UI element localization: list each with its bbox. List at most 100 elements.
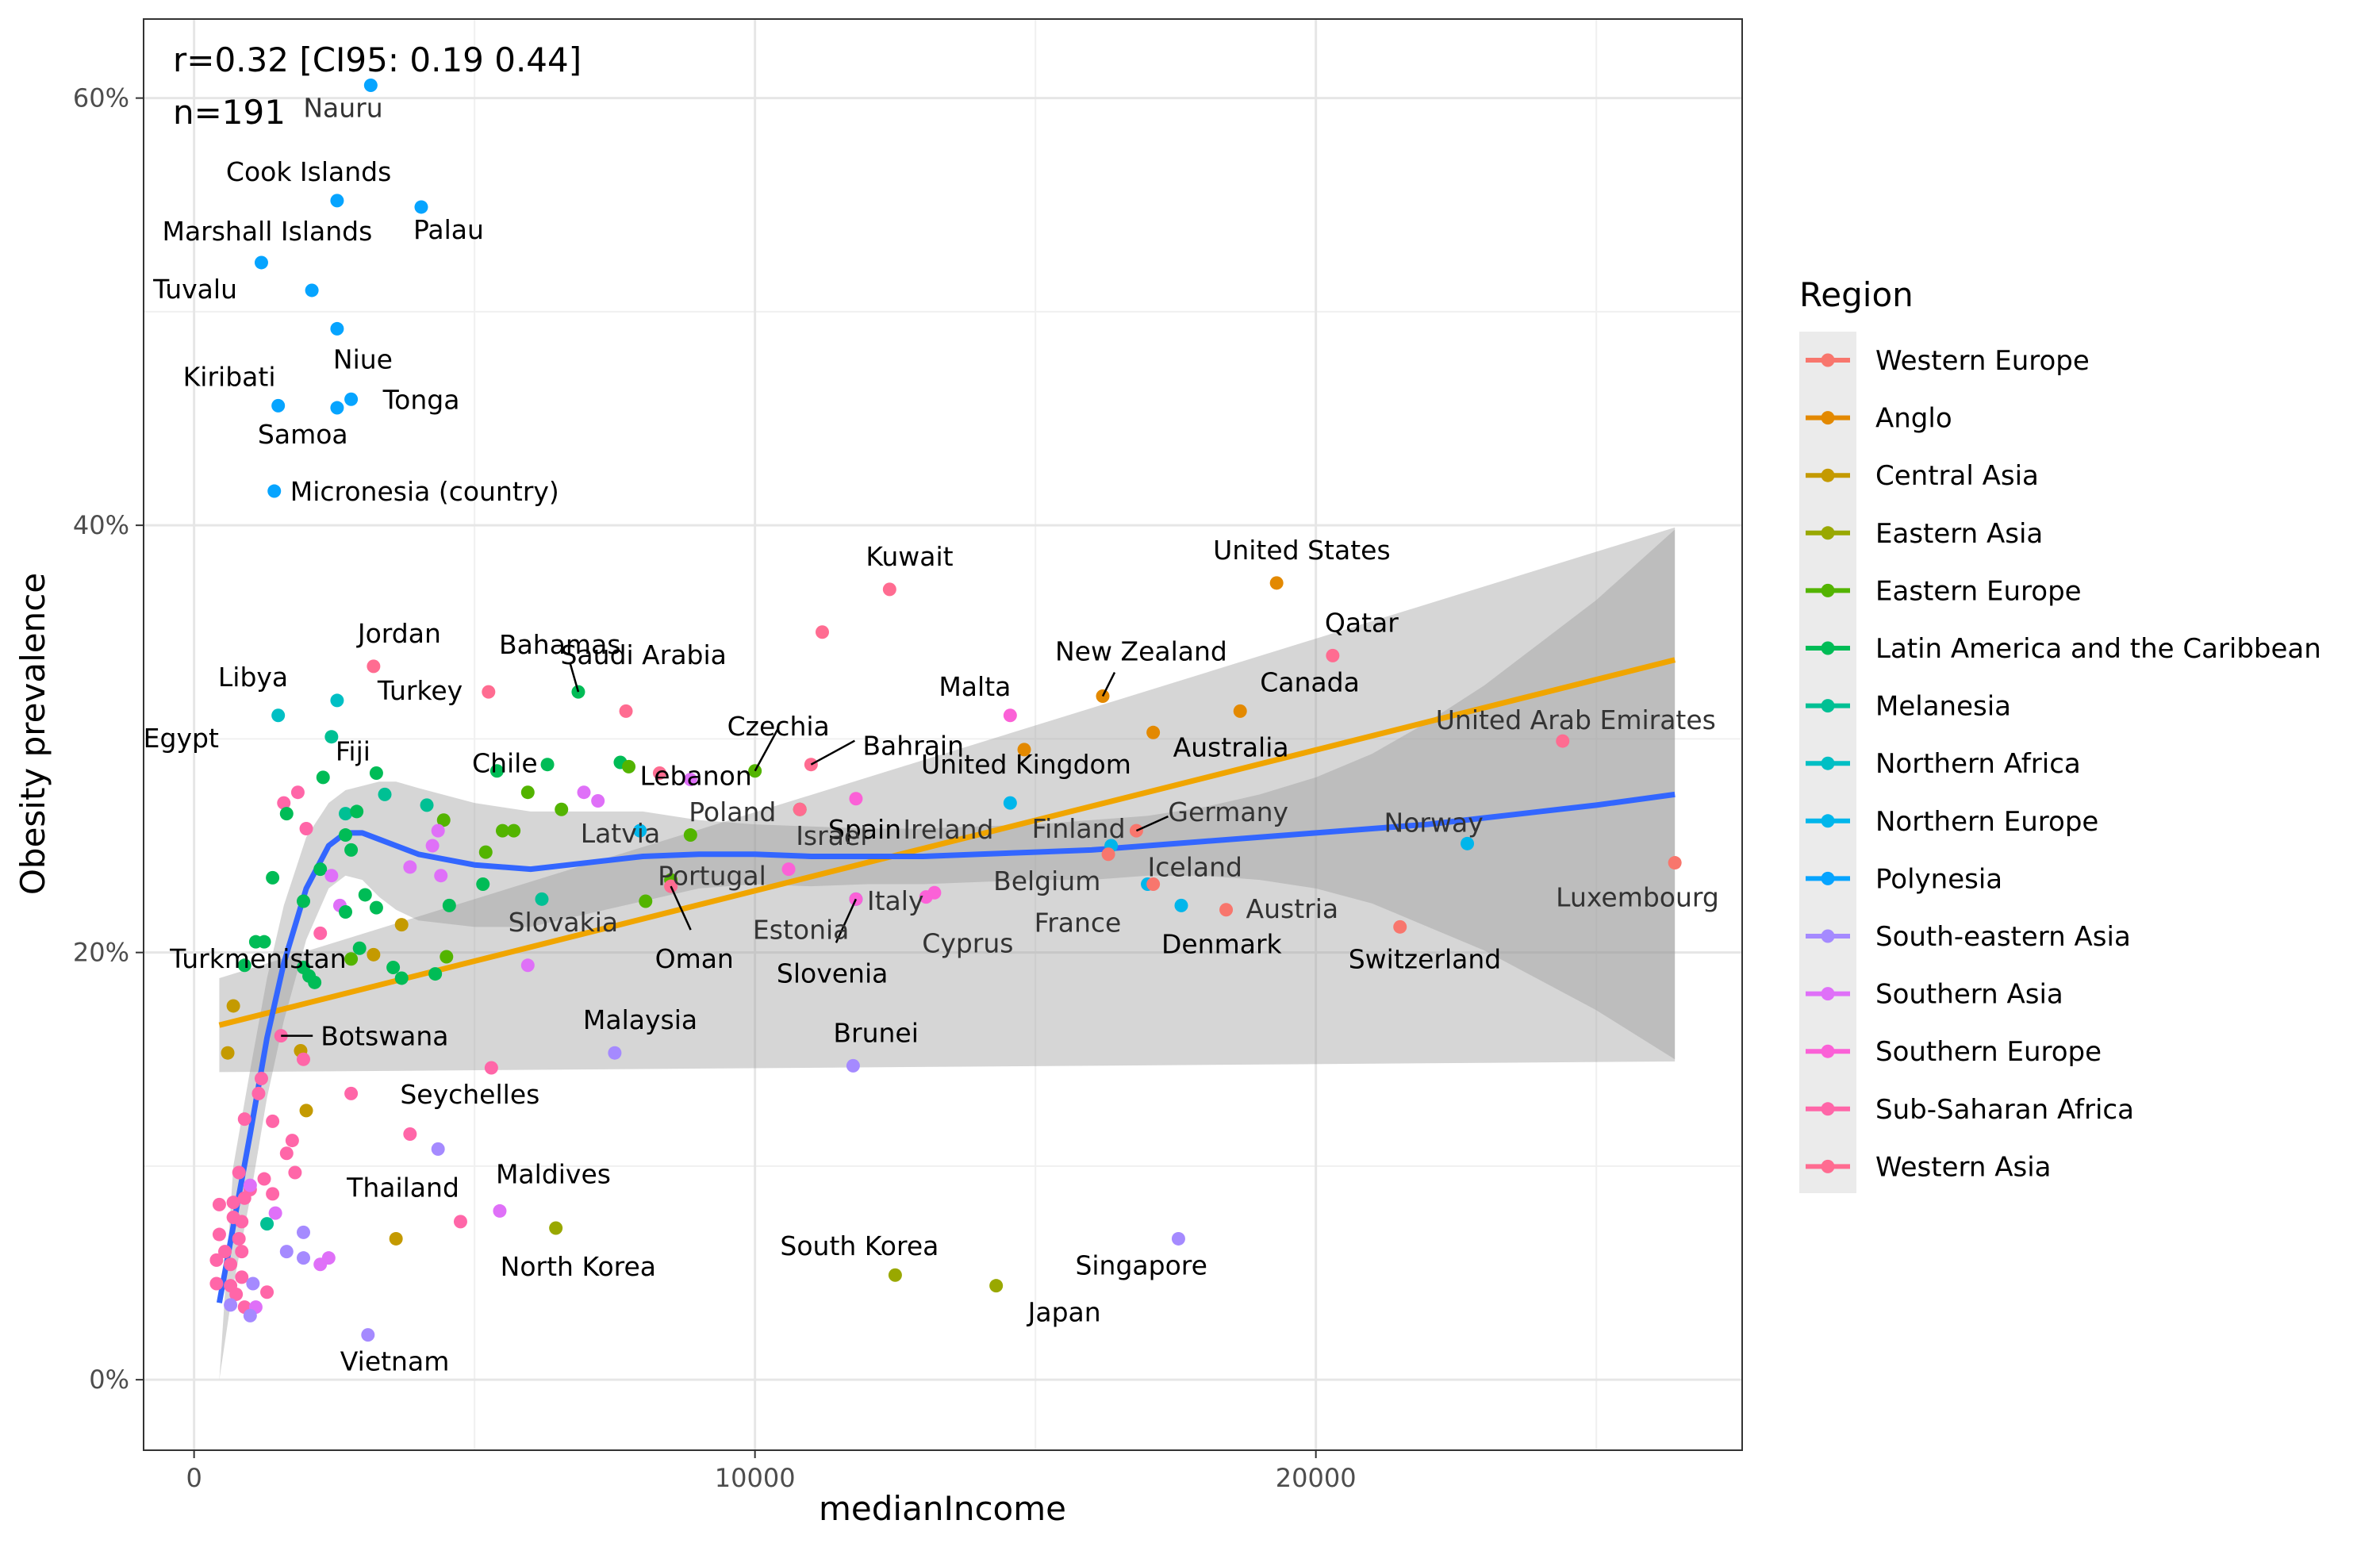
axes: 0 10000 20000 0% 20% 40% 60% [73,83,1357,1493]
data-point [358,888,372,902]
data-point [321,1251,336,1265]
data-point [493,1203,507,1218]
legend-label: Latin America and the Caribbean [1875,633,2321,665]
data-point [330,321,344,336]
data-point [344,843,359,857]
correlation-annotation: r=0.32 [CI95: 0.19 0.44] [173,40,582,79]
data-point [313,926,328,940]
data-point [489,764,504,778]
data-point [434,869,448,883]
data-point [299,821,313,835]
legend-item: Eastern Europe [1806,575,2082,607]
data-point [1146,877,1161,891]
data-point [608,1046,622,1060]
x-axis-title: medianIncome [819,1489,1066,1528]
data-point [279,1245,294,1259]
legend-item: Southern Europe [1806,1036,2102,1068]
legend-item: Anglo [1806,403,1952,435]
data-point [403,860,417,874]
data-point [495,823,509,838]
data-point [453,1215,467,1229]
data-point [279,1146,294,1161]
data-point [386,960,401,974]
data-point [414,200,428,214]
data-point [266,870,280,885]
data-point [352,941,367,955]
data-point [330,401,344,415]
data-point [268,1206,282,1220]
data-point [1269,576,1284,590]
label-leader [1135,816,1169,832]
data-point [440,950,454,964]
point-label: Estonia [753,914,849,945]
point-label: United States [1213,535,1390,566]
point-label: Israel [796,820,867,851]
point-labels: Nauru Cook Islands Palau Marshall Islands Tu… [144,92,1719,1376]
data-point [846,1058,860,1073]
legend-label: Polynesia [1875,863,2002,895]
grid-minor [144,19,1742,1450]
point-label: Tonga [382,384,460,415]
point-label: Turkey [377,675,463,706]
legend-label: Northern Africa [1875,748,2081,780]
point-label: Kiribati [183,361,276,392]
point-label: Latvia [581,818,660,849]
data-point [266,1114,280,1128]
data-point [428,967,443,981]
data-point [235,1245,249,1259]
x-tick-label: 10000 [715,1463,796,1493]
point-label: Cook Islands [226,156,391,187]
point-label: Slovakia [509,907,619,938]
y-tick-label: 0% [89,1365,129,1395]
point-label: Seychelles [400,1079,539,1110]
point-label: United Kingdom [921,749,1131,780]
y-tick-label: 20% [73,938,129,968]
legend-item: Eastern Asia [1806,518,2043,550]
data-point [267,484,282,498]
legend-item: Western Europe [1806,345,2090,377]
data-point [316,770,330,785]
label-leader [670,885,692,931]
legend-item: Sub-Saharan Africa [1806,1094,2134,1126]
data-point [308,975,322,989]
data-point [431,1142,445,1156]
data-point [224,1257,238,1272]
data-point [652,766,666,780]
data-point [271,708,286,723]
point-label: Niue [333,344,393,374]
data-point [232,1165,246,1180]
data-point [549,1221,563,1235]
point-label: Italy [867,885,924,916]
data-point [577,785,591,800]
data-point [367,659,381,674]
data-point [221,1046,235,1060]
data-point [882,582,896,597]
data-point [243,1308,257,1322]
data-point [520,785,535,800]
x-tick-label: 20000 [1276,1463,1357,1493]
data-point [237,1191,251,1205]
legend-item: Southern Asia [1806,979,2063,1011]
n-annotation: n=191 [173,93,286,132]
legend-item: South-eastern Asia [1806,921,2131,953]
data-point [344,1086,359,1100]
point-label: Austria [1246,893,1339,924]
point-label: Brunei [833,1017,919,1048]
data-point [369,900,383,915]
grid-major [144,19,1742,1450]
legend-key-point [1821,583,1835,597]
data-point [1461,836,1475,850]
data-point [254,1071,268,1085]
data-point [330,194,344,208]
point-label: Belgium [993,866,1100,896]
point-label: Bahamas [499,629,621,660]
legend-label: Eastern Asia [1875,518,2043,550]
point-label: Jordan [356,618,441,649]
legend-key-point [1821,871,1835,885]
data-point [540,758,555,772]
legend-title: Region [1799,275,1914,314]
data-point [520,958,535,973]
data-point [305,283,319,298]
point-label: Malta [939,671,1011,702]
legend-key-point [1821,756,1835,770]
